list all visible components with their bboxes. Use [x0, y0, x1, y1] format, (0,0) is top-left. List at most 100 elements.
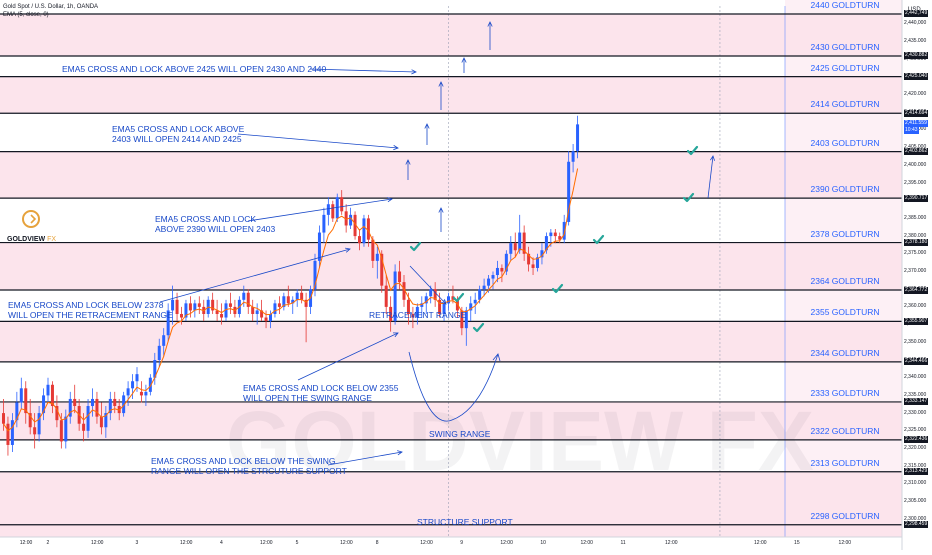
candle-34[interactable]	[153, 360, 157, 378]
candle-116[interactable]	[518, 232, 522, 251]
candle-124[interactable]	[553, 232, 557, 237]
candle-6[interactable]	[28, 413, 32, 428]
candle-43[interactable]	[193, 303, 197, 311]
candle-14[interactable]	[64, 416, 68, 442]
candle-1[interactable]	[6, 423, 10, 445]
candle-107[interactable]	[478, 289, 482, 300]
candle-38[interactable]	[171, 299, 175, 311]
candle-16[interactable]	[73, 398, 77, 407]
candle-40[interactable]	[180, 313, 183, 318]
candle-22[interactable]	[99, 416, 103, 428]
candle-13[interactable]	[59, 420, 63, 442]
candle-73[interactable]	[326, 204, 330, 215]
candle-96[interactable]	[429, 289, 433, 297]
candle-70[interactable]	[313, 260, 317, 290]
candle-18[interactable]	[82, 423, 86, 431]
candle-57[interactable]	[255, 310, 259, 314]
candle-63[interactable]	[282, 296, 286, 307]
candle-9[interactable]	[42, 395, 46, 414]
candle-66[interactable]	[295, 292, 299, 300]
candle-72[interactable]	[322, 214, 326, 233]
candle-67[interactable]	[300, 292, 304, 300]
candle-126[interactable]	[562, 221, 566, 240]
candle-31[interactable]	[139, 391, 143, 396]
candle-50[interactable]	[224, 303, 228, 318]
candle-93[interactable]	[415, 306, 419, 318]
candle-76[interactable]	[340, 197, 344, 212]
candle-32[interactable]	[144, 391, 148, 396]
candle-41[interactable]	[184, 303, 188, 318]
candle-118[interactable]	[527, 253, 531, 265]
candle-24[interactable]	[108, 398, 112, 414]
candle-59[interactable]	[264, 317, 268, 322]
candle-39[interactable]	[175, 299, 179, 314]
candle-95[interactable]	[424, 296, 428, 304]
candle-49[interactable]	[220, 313, 224, 318]
candle-81[interactable]	[362, 218, 366, 244]
candle-75[interactable]	[335, 197, 339, 219]
candle-117[interactable]	[522, 232, 526, 254]
candle-109[interactable]	[487, 278, 491, 286]
candle-98[interactable]	[438, 299, 442, 314]
candle-115[interactable]	[513, 243, 517, 251]
candle-51[interactable]	[228, 303, 232, 307]
indicator-legend[interactable]: EMA (5, close, 0)	[3, 12, 49, 18]
candle-127[interactable]	[567, 161, 571, 222]
candle-125[interactable]	[558, 236, 562, 240]
candle-65[interactable]	[291, 299, 295, 304]
candle-105[interactable]	[469, 303, 473, 311]
candle-54[interactable]	[242, 292, 246, 300]
candle-12[interactable]	[55, 406, 59, 421]
candle-47[interactable]	[211, 299, 215, 311]
candle-83[interactable]	[371, 239, 375, 261]
candle-74[interactable]	[331, 204, 335, 219]
candle-7[interactable]	[33, 427, 37, 435]
candle-44[interactable]	[197, 303, 201, 307]
candle-108[interactable]	[482, 285, 486, 290]
candle-84[interactable]	[375, 253, 379, 261]
candle-10[interactable]	[46, 384, 50, 396]
candle-2[interactable]	[10, 420, 14, 445]
candle-88[interactable]	[393, 271, 397, 322]
candle-25[interactable]	[113, 398, 117, 407]
candle-79[interactable]	[353, 214, 357, 237]
candle-0[interactable]	[2, 413, 5, 424]
candle-35[interactable]	[157, 345, 161, 360]
candle-56[interactable]	[251, 306, 255, 314]
candle-15[interactable]	[68, 398, 72, 417]
candle-91[interactable]	[406, 299, 410, 314]
candle-122[interactable]	[544, 236, 548, 251]
candle-37[interactable]	[166, 310, 170, 336]
candle-128[interactable]	[571, 151, 575, 162]
candle-113[interactable]	[504, 253, 508, 272]
candle-111[interactable]	[495, 267, 499, 276]
candle-78[interactable]	[349, 214, 353, 226]
candle-19[interactable]	[86, 406, 90, 431]
candle-30[interactable]	[135, 374, 139, 382]
candle-120[interactable]	[536, 257, 539, 268]
candle-64[interactable]	[286, 296, 290, 304]
candle-104[interactable]	[464, 310, 468, 329]
candle-114[interactable]	[509, 243, 513, 254]
candle-58[interactable]	[260, 310, 264, 318]
candle-68[interactable]	[304, 299, 308, 307]
candle-62[interactable]	[277, 303, 281, 307]
candle-27[interactable]	[122, 395, 126, 414]
candle-90[interactable]	[402, 282, 406, 300]
candle-89[interactable]	[398, 271, 402, 283]
candle-77[interactable]	[344, 211, 348, 226]
candle-85[interactable]	[380, 253, 384, 286]
candle-87[interactable]	[389, 306, 393, 322]
candle-112[interactable]	[500, 267, 504, 272]
candle-28[interactable]	[126, 388, 130, 396]
candle-123[interactable]	[549, 232, 553, 237]
candle-99[interactable]	[442, 303, 446, 314]
candle-92[interactable]	[411, 313, 415, 318]
candle-48[interactable]	[215, 310, 219, 314]
candle-4[interactable]	[19, 388, 23, 403]
candle-5[interactable]	[24, 388, 28, 414]
candle-29[interactable]	[131, 381, 135, 389]
candle-110[interactable]	[491, 275, 495, 279]
candle-121[interactable]	[540, 250, 544, 258]
